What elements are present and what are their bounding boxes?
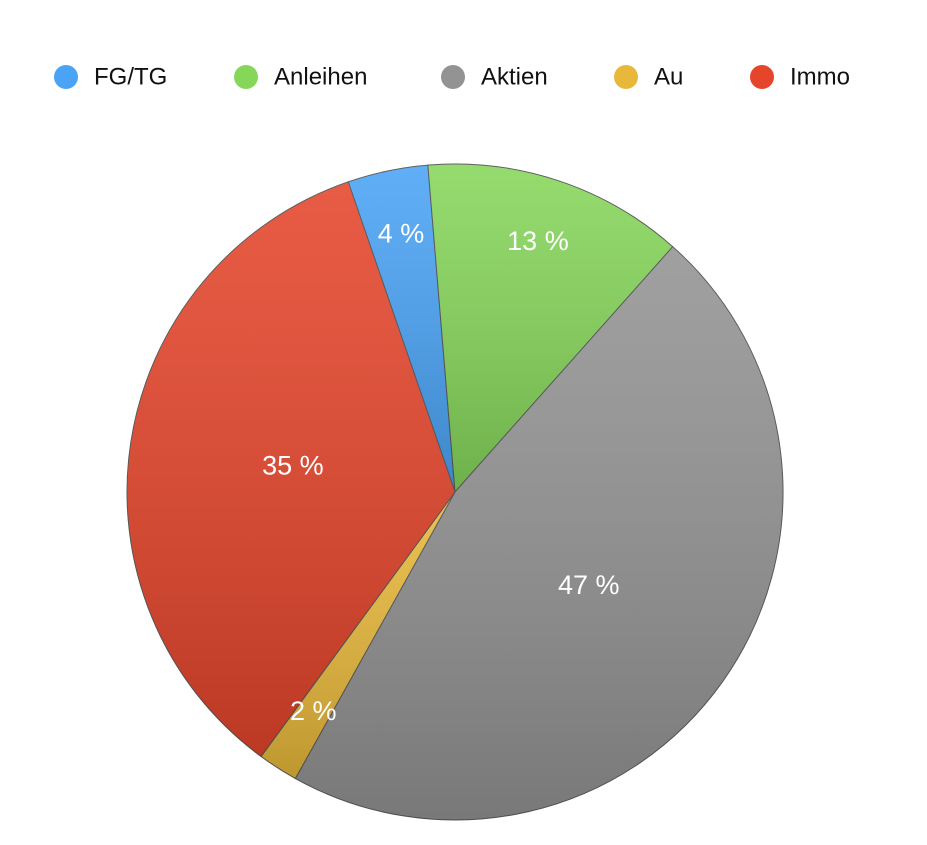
slice-label: 4 % xyxy=(378,218,425,248)
slice-label: 2 % xyxy=(290,696,337,726)
slice-labels: 4 % 13 % 47 % 2 % 35 % xyxy=(262,218,619,726)
legend-marker xyxy=(234,65,258,89)
legend-marker xyxy=(54,65,78,89)
slice-label: 13 % xyxy=(507,226,569,256)
slice-label: 35 % xyxy=(262,451,324,481)
legend-label: Au xyxy=(654,63,683,90)
legend-marker xyxy=(441,65,465,89)
legend-label: Aktien xyxy=(481,63,548,90)
slice-label: 47 % xyxy=(558,570,620,600)
legend-marker xyxy=(614,65,638,89)
legend-label: Immo xyxy=(790,63,850,90)
legend: FG/TG Anleihen Aktien Au Immo xyxy=(54,63,850,90)
legend-label: FG/TG xyxy=(94,63,167,90)
pie xyxy=(126,163,784,821)
legend-label: Anleihen xyxy=(274,63,367,90)
legend-marker xyxy=(750,65,774,89)
